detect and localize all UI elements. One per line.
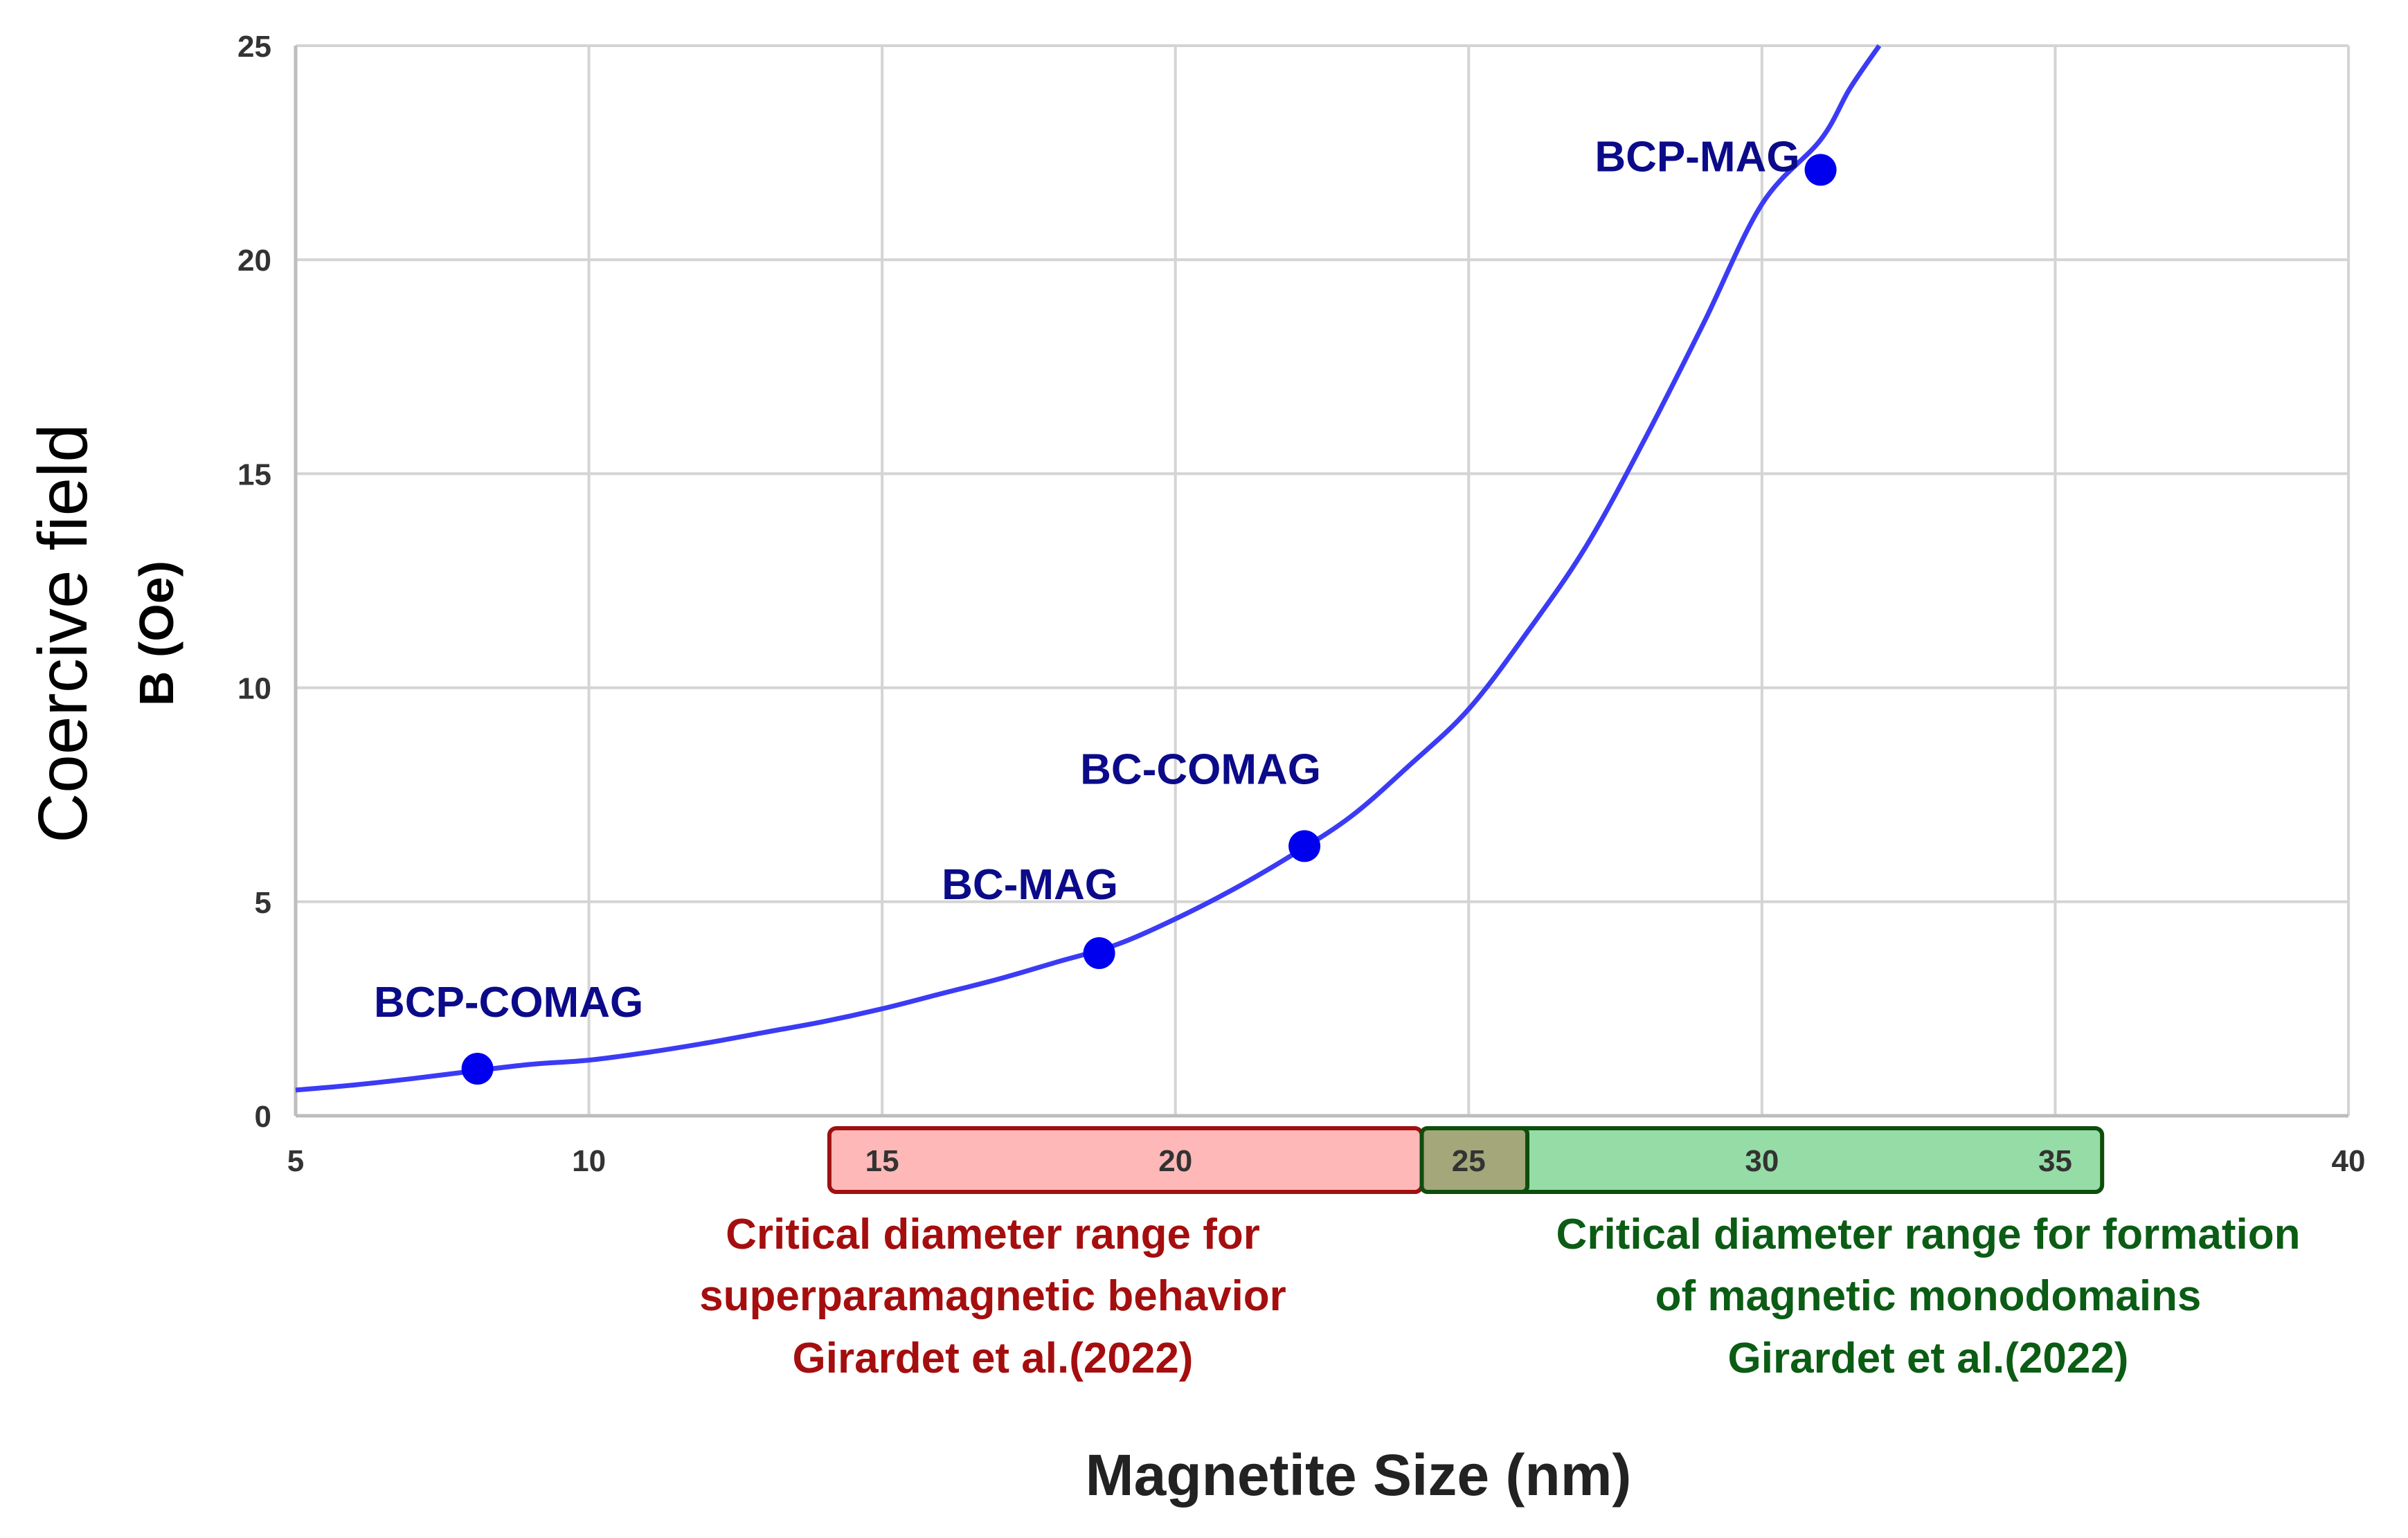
y-tick-label: 0 (255, 1100, 271, 1134)
data-point (461, 1052, 494, 1085)
y-axis-label-line2: B (Oe) (129, 561, 183, 706)
y-axis-label-line1: Coercive field (24, 424, 102, 843)
x-tick-label: 15 (865, 1144, 899, 1178)
x-tick-label: 35 (2038, 1144, 2072, 1178)
x-tick-label: 5 (287, 1144, 304, 1178)
superparamagnetic-caption-line3: Girardet et al.(2022) (793, 1335, 1194, 1382)
monodomain-caption-line3: Girardet et al.(2022) (1728, 1335, 2129, 1382)
y-tick-label: 15 (237, 458, 271, 491)
data-point-label: BCP-COMAG (374, 979, 643, 1026)
data-point (1288, 830, 1321, 862)
superparamagnetic-caption-line1: Critical diameter range for (726, 1211, 1260, 1258)
superparamagnetic-range-band (827, 1126, 1424, 1194)
grid-lines (294, 44, 2350, 1118)
critical-diameter-bands (827, 1126, 2105, 1194)
y-tick-label: 20 (237, 244, 271, 278)
y-tick-label: 25 (237, 30, 271, 64)
data-point (1083, 937, 1115, 970)
superparamagnetic-caption-line2: superparamagnetic behavior (699, 1272, 1286, 1320)
y-tick-label: 10 (237, 672, 271, 706)
x-tick-label: 30 (1745, 1144, 1779, 1178)
overlap-range-band (1419, 1126, 1530, 1194)
fit-curve (295, 44, 1882, 1093)
data-series: BCP-COMAG BC-MAG BC-COMAG BCP-MAG (295, 44, 1882, 1093)
x-tick-label: 40 (2332, 1144, 2366, 1178)
data-point (1804, 154, 1837, 186)
x-tick-label: 25 (1452, 1144, 1486, 1178)
data-point-label: BC-MAG (942, 861, 1118, 909)
x-tick-label: 10 (572, 1144, 606, 1178)
data-point-label: BCP-MAG (1594, 133, 1799, 181)
monodomain-caption-line2: of magnetic monodomains (1655, 1272, 2202, 1320)
monodomain-caption-line1: Critical diameter range for formation (1556, 1211, 2301, 1258)
y-tick-label: 5 (255, 886, 271, 920)
data-point-label: BC-COMAG (1080, 745, 1321, 793)
x-axis-label: Magnetite Size (nm) (1086, 1442, 1632, 1508)
x-tick-label: 20 (1158, 1144, 1192, 1178)
